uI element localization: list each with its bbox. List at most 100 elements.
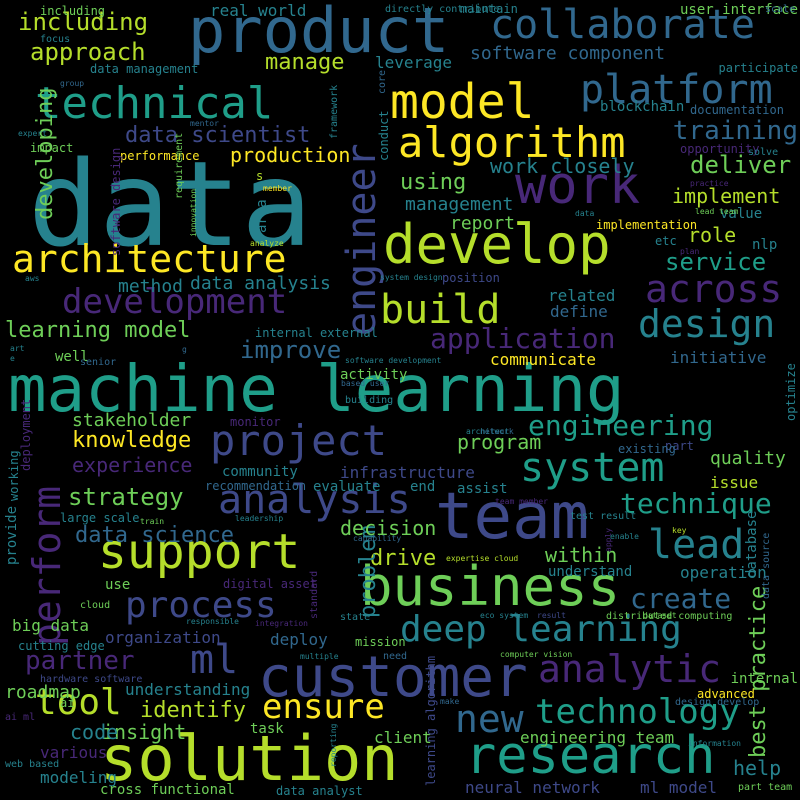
word-knowledge: knowledge [72,428,192,453]
word-initiative: initiative [670,348,767,367]
word-team: team [435,480,590,554]
word-architecture: architecture [12,237,287,281]
word-project: project [210,416,388,465]
word-support: support [98,524,301,580]
word-team-member: team member [495,497,548,506]
word-plan: plan [680,247,700,256]
word-conduct: conduct [377,110,391,161]
word-data: data [575,209,595,218]
word-data-management: data management [90,62,199,76]
word-provide: provide [4,505,20,565]
word-data-source: data source [761,532,772,599]
word-using: using [400,170,467,195]
word-various: various [40,743,108,762]
word-create: create [630,582,732,615]
word-program: program [457,430,542,454]
word-role: role [688,223,737,247]
word-user-interface: user interface [680,2,799,18]
word-solve: solve [748,147,779,158]
word-focus: focus [40,34,71,45]
word-product: product [188,0,450,67]
word-technique: technique [620,487,772,520]
word-expert: expert [18,129,47,138]
word-lead: lead [648,522,745,568]
word-engineer: engineer [339,143,385,336]
word-state: state [340,612,371,623]
word-software-development: software development [345,356,442,365]
word-system: system [520,445,665,491]
word-existing: existing [618,442,676,456]
word-data-analysis: data analysis [190,273,331,294]
word-application: application [430,322,616,355]
word-digital-asset: digital asset [223,577,317,591]
word-system-design: system design [380,273,443,282]
word-issue: issue [710,473,759,492]
word-leverage: leverage [375,53,453,72]
word-platform: platform [580,67,773,113]
word-part: part [665,439,694,453]
word-hardware-software: hardware software [40,674,143,685]
word-within: within [545,543,618,567]
word-approach: approach [30,38,146,66]
word-deliver: deliver [690,151,792,179]
word-understanding: understanding [125,680,251,699]
word-area: area [254,198,270,233]
word-aws: aws [25,274,40,283]
word-code: code [70,720,119,744]
word-architect: architect [466,427,510,436]
word-end: end [410,479,436,495]
word-web-based: web based [5,759,60,770]
word-senior: senior [80,357,117,368]
word-implement: implement [672,184,781,208]
word-well: well [55,349,89,365]
word-deploy: deploy [270,630,328,649]
word-organization: organization [105,628,221,647]
word-opportunity: opportunity [680,142,760,156]
word-partner: partner [25,646,135,676]
word-test-result: test result [570,511,637,522]
word-apply: apply [604,528,613,553]
word-internal-external: internal external [255,326,378,340]
word-expertise-cloud: expertise cloud [446,554,519,563]
word-design-develop: design develop [675,697,760,708]
word-reporting: reporting [329,723,338,768]
word-advanced: advanced [697,687,755,701]
word-g: g [182,345,187,354]
word-machine-learning: machine learning [8,353,625,427]
word-ml: ml [190,637,239,683]
word-drive: drive [370,546,437,571]
word-learning-model: learning model [5,318,191,343]
word-data-science: data science [75,523,234,548]
word-based-user: based user [341,379,390,388]
word-collaborate: collaborate [490,2,755,48]
word-research: research [465,726,716,786]
word-activity: activity [340,367,408,383]
word-mission: mission [355,635,406,649]
word-data: data [28,135,313,273]
word-multiple: multiple [300,652,339,661]
word-work-closely: work closely [490,154,635,178]
word-roadmap: roadmap [5,682,81,703]
word-blockchain: blockchain [600,99,685,115]
word-monitor: monitor [230,415,281,429]
word-database: database [744,510,760,578]
word-computer-vision: computer vision [500,650,573,659]
word-development: development [62,282,288,322]
word-cross-functional: cross functional [100,782,235,798]
word-insight: insight [102,720,187,744]
word-operation: operation [680,563,767,582]
word-dataset: dataset [643,611,677,620]
word-assist: assist [457,481,508,497]
word-define: define [550,302,608,321]
word-internal: internal [730,671,798,687]
word-cutting-edge: cutting edge [18,639,105,653]
word-identify: identify [140,698,246,723]
word-quality: quality [710,448,786,469]
word-training: training [672,116,798,146]
word-algorithm: algorithm [398,118,626,167]
word-production: production [230,143,351,167]
word-including: including [18,8,149,36]
word-group: group [60,79,85,88]
word-engineering: engineering [528,409,714,442]
word-optimize: optimize [784,363,798,421]
